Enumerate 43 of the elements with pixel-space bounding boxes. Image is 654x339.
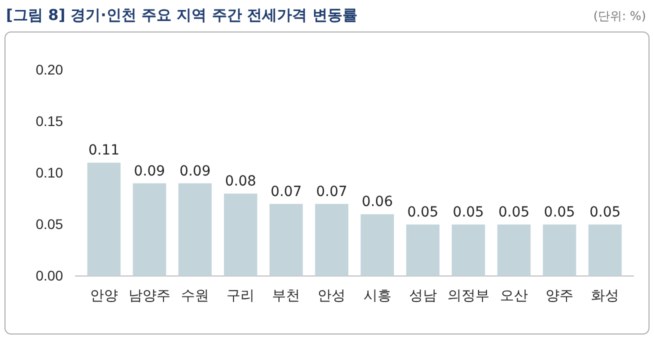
data-label: 0.09 <box>134 163 166 180</box>
data-label: 0.11 <box>88 142 120 159</box>
bar <box>270 204 303 276</box>
chart-title: [그림 8] 경기·인천 주요 지역 주간 전세가격 변동률 <box>6 6 358 24</box>
data-label: 0.05 <box>589 204 621 220</box>
data-label: 0.08 <box>225 174 256 190</box>
x-tick-label: 오산 <box>500 286 528 303</box>
bar <box>497 224 531 276</box>
text: (단위: %) <box>593 9 646 23</box>
bar <box>315 204 348 276</box>
bar <box>542 224 576 276</box>
x-tick-label: 구리 <box>226 286 255 303</box>
data-label: 0.05 <box>452 204 484 220</box>
x-tick-label: 양주 <box>546 286 574 303</box>
bar <box>132 183 166 276</box>
bar <box>588 224 622 276</box>
data-label: 0.06 <box>362 194 393 210</box>
x-tick-label: 안성 <box>318 286 346 303</box>
y-tick-label: 0.20 <box>36 61 64 78</box>
data-label: 0.09 <box>179 163 211 180</box>
data-label: 0.05 <box>407 204 438 220</box>
x-tick-label: 의정부 <box>447 286 490 303</box>
x-tick-label: 수원 <box>181 286 210 303</box>
y-tick-label: 0.10 <box>36 164 64 180</box>
x-tick-label: 안양 <box>90 286 118 303</box>
bar <box>87 162 121 276</box>
x-tick-label: 성남 <box>408 286 437 303</box>
x-tick-label: 시흥 <box>363 286 392 303</box>
x-tick-label: 화성 <box>591 286 620 303</box>
y-tick-label: 0.00 <box>36 267 64 284</box>
y-tick-label: 0.05 <box>36 216 64 232</box>
data-label: 0.07 <box>316 184 348 200</box>
x-tick-label: 남양주 <box>128 286 170 303</box>
data-label: 0.05 <box>498 204 530 220</box>
bar <box>452 224 486 276</box>
bar <box>406 224 440 276</box>
bar <box>360 214 394 276</box>
y-tick-label: 0.15 <box>36 112 64 129</box>
data-label: 0.05 <box>544 204 576 220</box>
bar <box>178 183 212 276</box>
x-tick-label: 부천 <box>272 286 300 303</box>
data-label: 0.07 <box>270 184 302 200</box>
bar <box>224 194 258 276</box>
